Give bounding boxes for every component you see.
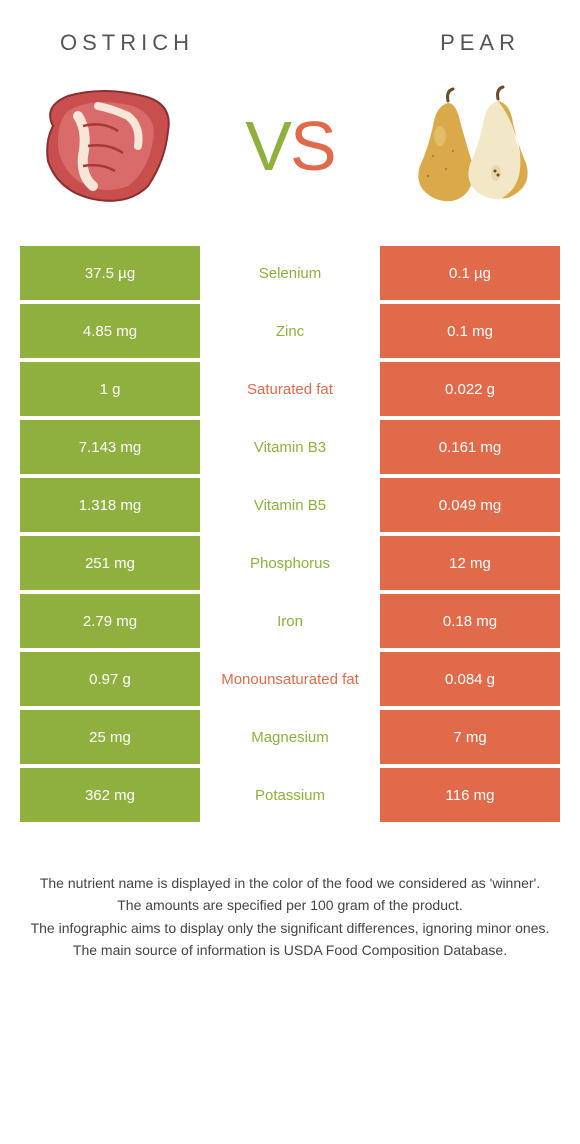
footnote-line: The main source of information is USDA F… <box>30 939 550 961</box>
value-left: 2.79 mg <box>20 594 200 648</box>
title-left: Ostrich <box>60 30 194 56</box>
value-right: 0.084 g <box>380 652 560 706</box>
nutrient-label: Zinc <box>200 304 380 358</box>
value-right: 0.049 mg <box>380 478 560 532</box>
value-left: 25 mg <box>20 710 200 764</box>
value-right: 0.1 mg <box>380 304 560 358</box>
value-left: 7.143 mg <box>20 420 200 474</box>
ostrich-image <box>30 76 185 216</box>
value-left: 4.85 mg <box>20 304 200 358</box>
nutrient-label: Vitamin B5 <box>200 478 380 532</box>
value-right: 0.022 g <box>380 362 560 416</box>
value-left: 0.97 g <box>20 652 200 706</box>
footnote-line: The amounts are specified per 100 gram o… <box>30 894 550 916</box>
value-left: 362 mg <box>20 768 200 822</box>
value-left: 1 g <box>20 362 200 416</box>
table-row: 25 mgMagnesium7 mg <box>20 710 560 764</box>
value-left: 1.318 mg <box>20 478 200 532</box>
nutrient-label: Monounsaturated fat <box>200 652 380 706</box>
image-row: VS <box>0 66 580 236</box>
header: Ostrich Pear <box>0 0 580 66</box>
table-row: 37.5 µgSelenium0.1 µg <box>20 246 560 300</box>
table-row: 362 mgPotassium116 mg <box>20 768 560 822</box>
nutrient-label: Selenium <box>200 246 380 300</box>
nutrient-label: Saturated fat <box>200 362 380 416</box>
nutrient-label: Iron <box>200 594 380 648</box>
table-row: 7.143 mgVitamin B30.161 mg <box>20 420 560 474</box>
footnote-line: The nutrient name is displayed in the co… <box>30 872 550 894</box>
table-row: 2.79 mgIron0.18 mg <box>20 594 560 648</box>
nutrient-label: Magnesium <box>200 710 380 764</box>
meat-icon <box>33 81 183 211</box>
nutrient-label: Vitamin B3 <box>200 420 380 474</box>
vs-s: S <box>290 107 335 185</box>
nutrient-table: 37.5 µgSelenium0.1 µg4.85 mgZinc0.1 mg1 … <box>20 246 560 822</box>
table-row: 1.318 mgVitamin B50.049 mg <box>20 478 560 532</box>
title-right: Pear <box>440 30 520 56</box>
value-right: 0.1 µg <box>380 246 560 300</box>
footnote: The nutrient name is displayed in the co… <box>30 872 550 962</box>
table-row: 251 mgPhosphorus12 mg <box>20 536 560 590</box>
vs-v: V <box>245 107 290 185</box>
table-row: 1 gSaturated fat0.022 g <box>20 362 560 416</box>
pear-icon <box>398 81 548 211</box>
table-row: 0.97 gMonounsaturated fat0.084 g <box>20 652 560 706</box>
pear-image <box>395 76 550 216</box>
value-right: 0.18 mg <box>380 594 560 648</box>
value-right: 12 mg <box>380 536 560 590</box>
value-left: 37.5 µg <box>20 246 200 300</box>
value-right: 0.161 mg <box>380 420 560 474</box>
table-row: 4.85 mgZinc0.1 mg <box>20 304 560 358</box>
vs-label: VS <box>245 106 334 186</box>
value-right: 7 mg <box>380 710 560 764</box>
nutrient-label: Potassium <box>200 768 380 822</box>
footnote-line: The infographic aims to display only the… <box>30 917 550 939</box>
nutrient-label: Phosphorus <box>200 536 380 590</box>
value-left: 251 mg <box>20 536 200 590</box>
value-right: 116 mg <box>380 768 560 822</box>
